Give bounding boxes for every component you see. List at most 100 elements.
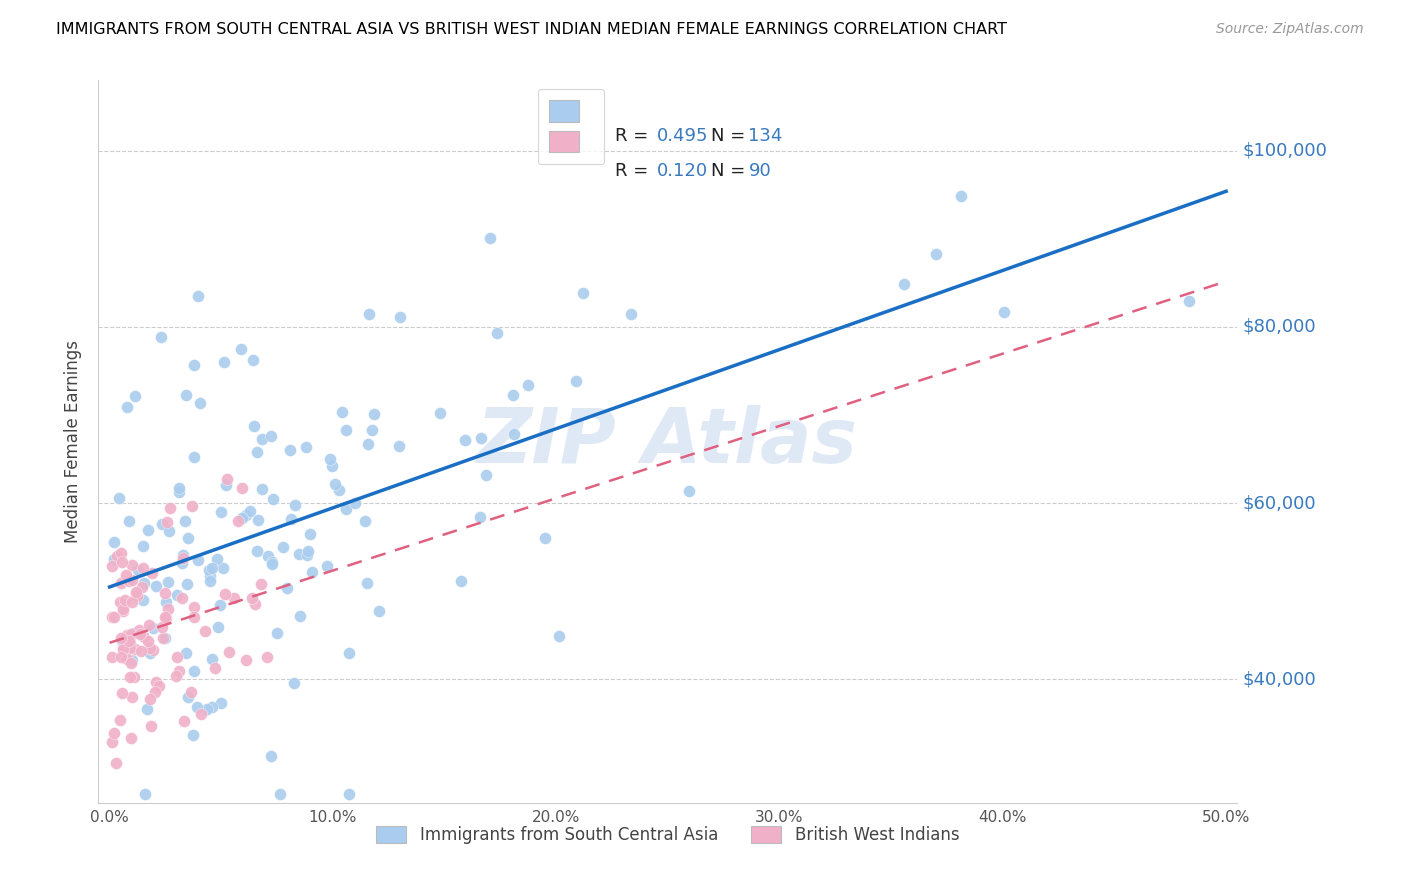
Point: [207, 620, 229, 634]
Point: [242, 353, 264, 368]
Point: [295, 549, 318, 563]
Point: [114, 641, 136, 656]
Point: [101, 610, 124, 624]
Point: [517, 378, 540, 392]
Point: [198, 569, 221, 583]
Point: [357, 436, 380, 450]
Point: [132, 561, 155, 575]
Point: [110, 649, 132, 664]
Point: [150, 330, 173, 344]
Text: $60,000: $60,000: [1243, 494, 1316, 512]
Point: [266, 626, 288, 640]
Point: [209, 505, 232, 519]
Point: [125, 589, 148, 603]
Point: [201, 561, 224, 575]
Point: [280, 512, 302, 526]
Text: R =: R =: [614, 128, 654, 145]
Point: [129, 627, 152, 641]
Point: [118, 574, 141, 589]
Point: [115, 400, 138, 414]
Point: [176, 577, 198, 591]
Point: [142, 643, 165, 657]
Point: [239, 504, 262, 518]
Point: [479, 230, 502, 244]
Point: [124, 642, 146, 657]
Point: [134, 575, 156, 590]
Text: 90: 90: [748, 162, 772, 180]
Point: [129, 643, 152, 657]
Point: [187, 553, 209, 567]
Point: [209, 598, 232, 612]
Point: [173, 514, 195, 528]
Point: [295, 440, 318, 454]
Point: [548, 629, 571, 643]
Point: [150, 620, 173, 634]
Point: [145, 674, 167, 689]
Point: [124, 625, 146, 640]
Point: [156, 602, 179, 616]
Point: [110, 686, 132, 700]
Point: [156, 575, 179, 590]
Point: [343, 496, 366, 510]
Point: [118, 635, 141, 649]
Point: [125, 585, 148, 599]
Point: [152, 631, 174, 645]
Text: Source: ZipAtlas.com: Source: ZipAtlas.com: [1216, 22, 1364, 37]
Point: [180, 684, 202, 698]
Point: [139, 646, 162, 660]
Point: [218, 645, 240, 659]
Point: [114, 568, 136, 582]
Point: [235, 653, 257, 667]
Point: [114, 593, 136, 607]
Text: N =: N =: [710, 162, 751, 180]
Text: 0.120: 0.120: [657, 162, 709, 180]
Point: [323, 477, 346, 491]
Point: [174, 388, 197, 402]
Point: [183, 610, 205, 624]
Point: [139, 692, 162, 706]
Legend: Immigrants from South Central Asia, British West Indians: Immigrants from South Central Asia, Brit…: [368, 817, 967, 852]
Point: [250, 432, 273, 446]
Point: [111, 555, 134, 569]
Point: [183, 600, 205, 615]
Text: $40,000: $40,000: [1243, 671, 1317, 689]
Point: [166, 588, 188, 602]
Point: [136, 633, 159, 648]
Point: [141, 719, 163, 733]
Point: [298, 526, 321, 541]
Point: [678, 484, 700, 499]
Point: [169, 484, 191, 499]
Point: [125, 587, 148, 601]
Point: [103, 725, 125, 739]
Point: [124, 389, 146, 403]
Point: [103, 551, 125, 566]
Point: [212, 560, 235, 574]
Point: [231, 511, 253, 525]
Point: [115, 652, 138, 666]
Point: [173, 714, 195, 729]
Point: [260, 429, 283, 443]
Point: [159, 524, 181, 538]
Point: [138, 618, 160, 632]
Point: [356, 576, 378, 591]
Point: [128, 623, 150, 637]
Point: [297, 543, 319, 558]
Point: [262, 492, 284, 507]
Point: [337, 787, 360, 801]
Point: [271, 540, 294, 554]
Point: [110, 714, 132, 728]
Point: [138, 523, 160, 537]
Point: [925, 247, 948, 261]
Point: [110, 576, 132, 591]
Point: [269, 787, 291, 801]
Y-axis label: Median Female Earnings: Median Female Earnings: [63, 340, 82, 543]
Point: [260, 558, 283, 572]
Point: [111, 633, 134, 648]
Point: [118, 633, 141, 648]
Point: [231, 342, 253, 356]
Point: [235, 508, 257, 523]
Point: [534, 531, 557, 545]
Point: [316, 559, 339, 574]
Point: [110, 631, 132, 645]
Point: [186, 700, 208, 714]
